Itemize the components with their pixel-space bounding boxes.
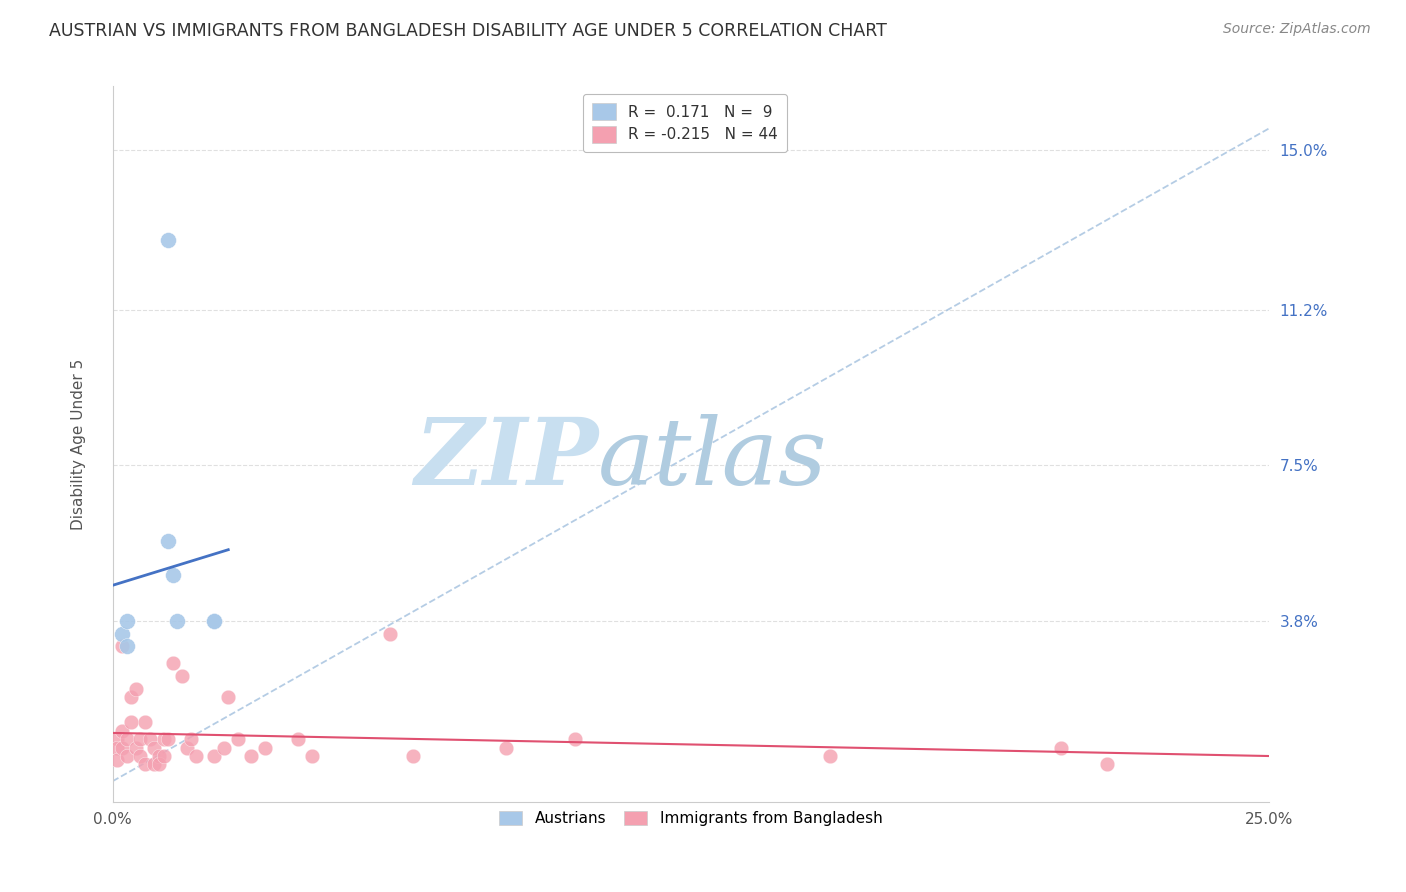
- Point: [148, 757, 170, 772]
- Point: [1049, 740, 1071, 755]
- Point: [301, 748, 323, 763]
- Point: [180, 732, 202, 747]
- Point: [162, 657, 184, 671]
- Point: [129, 748, 152, 763]
- Point: [287, 732, 309, 747]
- Point: [125, 681, 148, 696]
- Point: [115, 748, 138, 763]
- Legend: Austrians, Immigrants from Bangladesh: Austrians, Immigrants from Bangladesh: [492, 803, 890, 834]
- Point: [134, 715, 156, 730]
- Point: [111, 740, 134, 755]
- Point: [105, 732, 128, 747]
- Point: [115, 732, 138, 747]
- Point: [162, 567, 184, 582]
- Point: [138, 732, 160, 747]
- Point: [166, 614, 188, 628]
- Point: [184, 748, 207, 763]
- Text: AUSTRIAN VS IMMIGRANTS FROM BANGLADESH DISABILITY AGE UNDER 5 CORRELATION CHART: AUSTRIAN VS IMMIGRANTS FROM BANGLADESH D…: [49, 22, 887, 40]
- Text: Source: ZipAtlas.com: Source: ZipAtlas.com: [1223, 22, 1371, 37]
- Point: [818, 748, 841, 763]
- Point: [134, 757, 156, 772]
- Point: [495, 740, 517, 755]
- Point: [143, 740, 166, 755]
- Point: [157, 534, 180, 549]
- Y-axis label: Disability Age Under 5: Disability Age Under 5: [72, 359, 86, 530]
- Point: [111, 627, 134, 641]
- Point: [120, 690, 142, 704]
- Point: [105, 740, 128, 755]
- Point: [157, 233, 180, 247]
- Point: [152, 732, 174, 747]
- Point: [378, 627, 401, 641]
- Point: [226, 732, 249, 747]
- Point: [202, 614, 225, 628]
- Point: [152, 748, 174, 763]
- Point: [254, 740, 277, 755]
- Point: [111, 723, 134, 738]
- Point: [105, 753, 128, 767]
- Point: [120, 715, 142, 730]
- Text: ZIP: ZIP: [413, 414, 599, 504]
- Point: [176, 740, 198, 755]
- Point: [217, 690, 239, 704]
- Point: [157, 732, 180, 747]
- Point: [129, 732, 152, 747]
- Point: [402, 748, 425, 763]
- Point: [115, 640, 138, 654]
- Point: [202, 614, 225, 628]
- Point: [111, 640, 134, 654]
- Point: [125, 740, 148, 755]
- Point: [148, 748, 170, 763]
- Point: [170, 669, 193, 683]
- Point: [143, 757, 166, 772]
- Point: [564, 732, 586, 747]
- Point: [240, 748, 263, 763]
- Point: [1095, 757, 1118, 772]
- Point: [115, 614, 138, 628]
- Point: [202, 748, 225, 763]
- Text: atlas: atlas: [599, 414, 828, 504]
- Point: [212, 740, 235, 755]
